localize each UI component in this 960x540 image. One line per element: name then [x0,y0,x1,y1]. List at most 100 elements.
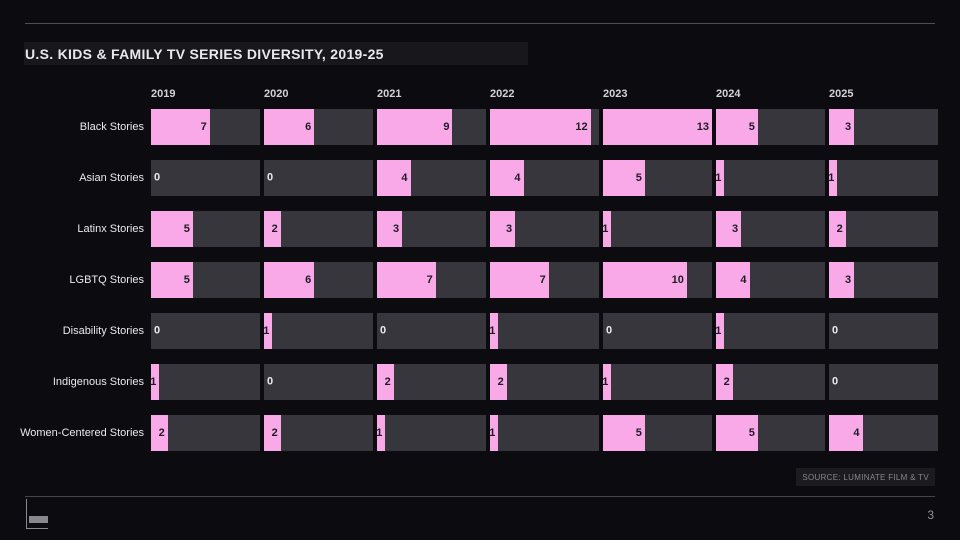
zero-value-label: 0 [267,375,274,388]
zero-value-label: 0 [154,324,161,337]
bar-track-2025: 3 [829,262,938,298]
bar-track-2019: 7 [151,109,260,145]
bar-track-2024: 3 [716,211,825,247]
bar: 2 [716,364,733,400]
row-label: Latinx Stories [77,223,144,235]
bar-value-label: 2 [836,222,843,235]
chart-row: Asian Stories 0 0 4 4 5 1 1 [25,160,938,196]
bar: 1 [263,313,273,349]
bar-track-2023: 5 [603,415,712,451]
bar: 3 [377,211,403,247]
bar-track-2023: 13 [603,109,712,145]
page-title: U.S. KIDS & FAMILY TV SERIES DIVERSITY, … [25,45,384,62]
bar: 1 [150,364,160,400]
bar-value-label: 6 [305,273,312,286]
diversity-bar-chart: 2019 2020 2021 2022 2023 2024 2025 Black Stori… [20,88,938,466]
bar: 4 [377,160,411,196]
bar-value-label: 2 [497,375,504,388]
chart-row: Disability Stories 0 1 0 1 0 1 0 [25,313,938,349]
bar-value-label: 12 [575,120,588,133]
bar: 4 [716,262,750,298]
bar: 1 [489,415,499,451]
bar: 5 [151,211,193,247]
bar: 10 [603,262,687,298]
bar: 5 [603,160,645,196]
bar-value-label: 10 [671,273,684,286]
bar-track-2021: 3 [377,211,486,247]
bar: 6 [264,109,315,145]
bar-value-label: 13 [696,120,709,133]
bar-value-label: 1 [715,324,722,337]
bar: 3 [716,211,742,247]
row-label: Black Stories [79,121,144,133]
year-header: 2019 2020 2021 2022 2023 2024 2025 [25,88,935,100]
bar: 2 [490,364,507,400]
source-text: SOURCE: LUMINATE FILM & TV [802,472,929,482]
bar-value-label: 4 [853,426,860,439]
bar: 4 [490,160,524,196]
row-label: Women-Centered Stories [20,427,144,439]
bar-value-label: 1 [602,375,609,388]
bar-value-label: 2 [384,375,391,388]
bar-value-label: 3 [845,120,852,133]
bar-track-2024: 4 [716,262,825,298]
bar-track-2022: 4 [490,160,599,196]
luminate-logo-bar [29,516,48,523]
bar-track-2022: 7 [490,262,599,298]
bar: 1 [828,160,838,196]
bar-value-label: 4 [401,171,408,184]
year-label-2021: 2021 [377,88,402,100]
bar: 3 [829,109,855,145]
top-rule [25,23,935,24]
bar-value-label: 9 [443,120,450,133]
bar-value-label: 2 [723,375,730,388]
bar: 6 [264,262,315,298]
bar-track-2025: 2 [829,211,938,247]
bar: 12 [490,109,591,145]
bar-value-label: 3 [393,222,400,235]
year-label-2023: 2023 [603,88,628,100]
chart-row: Women-Centered Stories 2 2 1 1 5 5 4 [20,415,938,451]
row-label: Asian Stories [79,172,144,184]
bar: 2 [151,415,168,451]
bar-value-label: 3 [845,273,852,286]
bar: 1 [489,313,499,349]
bar: 9 [377,109,453,145]
bar-track-2019: 0 [151,160,260,196]
bar-track-2019: 5 [151,211,260,247]
bar-value-label: 1 [376,426,383,439]
bar-value-label: 5 [635,171,642,184]
bar-track-2024: 5 [716,415,825,451]
bar-value-label: 1 [489,324,496,337]
bar: 3 [829,262,855,298]
bar-track-2023: 1 [602,364,712,400]
bar-value-label: 2 [271,426,278,439]
bar: 7 [377,262,436,298]
bar: 4 [829,415,863,451]
bar: 13 [603,109,712,145]
bar: 1 [376,415,386,451]
bar-track-2019: 5 [151,262,260,298]
bar-track-2023: 0 [603,313,712,349]
zero-value-label: 0 [606,324,613,337]
bar-track-2025: 0 [829,313,938,349]
bar: 2 [377,364,394,400]
bar: 5 [716,109,758,145]
bar-value-label: 1 [828,171,835,184]
source-badge: SOURCE: LUMINATE FILM & TV [796,468,935,486]
bar-value-label: 6 [305,120,312,133]
bar-value-label: 2 [158,426,165,439]
bar-value-label: 1 [150,375,157,388]
bar-value-label: 2 [271,222,278,235]
bar-track-2022: 2 [490,364,599,400]
year-label-2024: 2024 [716,88,741,100]
bar-track-2021: 4 [377,160,486,196]
bar-value-label: 5 [748,426,755,439]
bar: 2 [264,211,281,247]
bar-track-2020: 0 [264,160,373,196]
bar-value-label: 1 [602,222,609,235]
bar-track-2024: 1 [715,313,825,349]
zero-value-label: 0 [267,171,274,184]
bar: 1 [602,364,612,400]
